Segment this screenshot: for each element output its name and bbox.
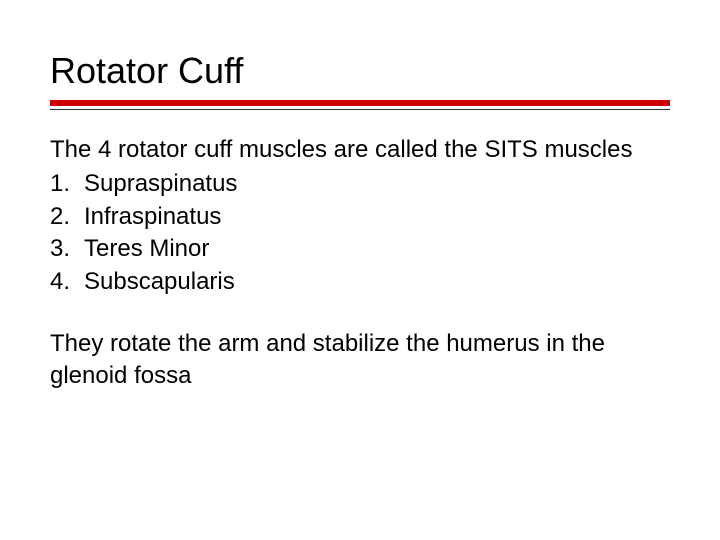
list-item: 2.Infraspinatus xyxy=(50,201,670,233)
list-label: Subscapularis xyxy=(84,268,235,295)
list-label: Supraspinatus xyxy=(84,170,237,197)
list-number: 3. xyxy=(50,233,84,265)
accent-line xyxy=(50,100,670,106)
muscle-list: 1.Supraspinatus 2.Infraspinatus 3.Teres … xyxy=(50,168,670,298)
list-number: 1. xyxy=(50,168,84,200)
list-item: 1.Supraspinatus xyxy=(50,168,670,200)
intro-text: The 4 rotator cuff muscles are called th… xyxy=(50,134,670,166)
list-number: 4. xyxy=(50,266,84,298)
list-label: Teres Minor xyxy=(84,235,209,262)
thin-line xyxy=(50,109,670,110)
title-underline xyxy=(50,100,670,110)
list-label: Infraspinatus xyxy=(84,203,221,230)
list-item: 4.Subscapularis xyxy=(50,266,670,298)
list-item: 3.Teres Minor xyxy=(50,233,670,265)
slide-title: Rotator Cuff xyxy=(50,50,670,92)
closing-text: They rotate the arm and stabilize the hu… xyxy=(50,328,670,393)
list-number: 2. xyxy=(50,201,84,233)
